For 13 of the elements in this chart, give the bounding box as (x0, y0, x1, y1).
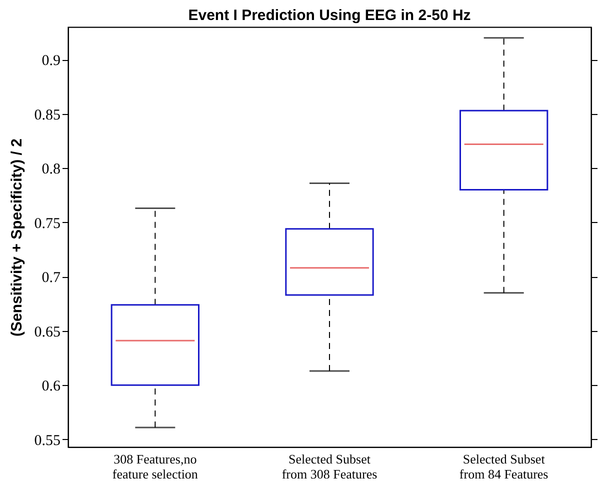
y-tick-label: 0.85 (34, 107, 60, 124)
y-tick-label: 0.9 (42, 53, 60, 70)
x-tick-label: Selected Subset from 308 Features (282, 452, 378, 482)
y-axis-title: (Sensitivity + Specificity) / 2 (8, 138, 26, 336)
y-tick-label: 0.6 (42, 378, 61, 395)
x-tick-label: 308 Features,no feature selection (112, 452, 198, 482)
y-tick-label: 0.55 (34, 432, 60, 449)
x-tick-label: Selected Subset from 84 Features (459, 452, 548, 482)
y-tick-label: 0.8 (42, 162, 60, 178)
y-tick-label: 0.75 (34, 216, 60, 232)
chart-title: Event I Prediction Using EEG in 2-50 Hz (188, 7, 471, 24)
y-tick-label: 0.7 (42, 270, 61, 286)
y-tick-label: 0.65 (34, 324, 60, 340)
